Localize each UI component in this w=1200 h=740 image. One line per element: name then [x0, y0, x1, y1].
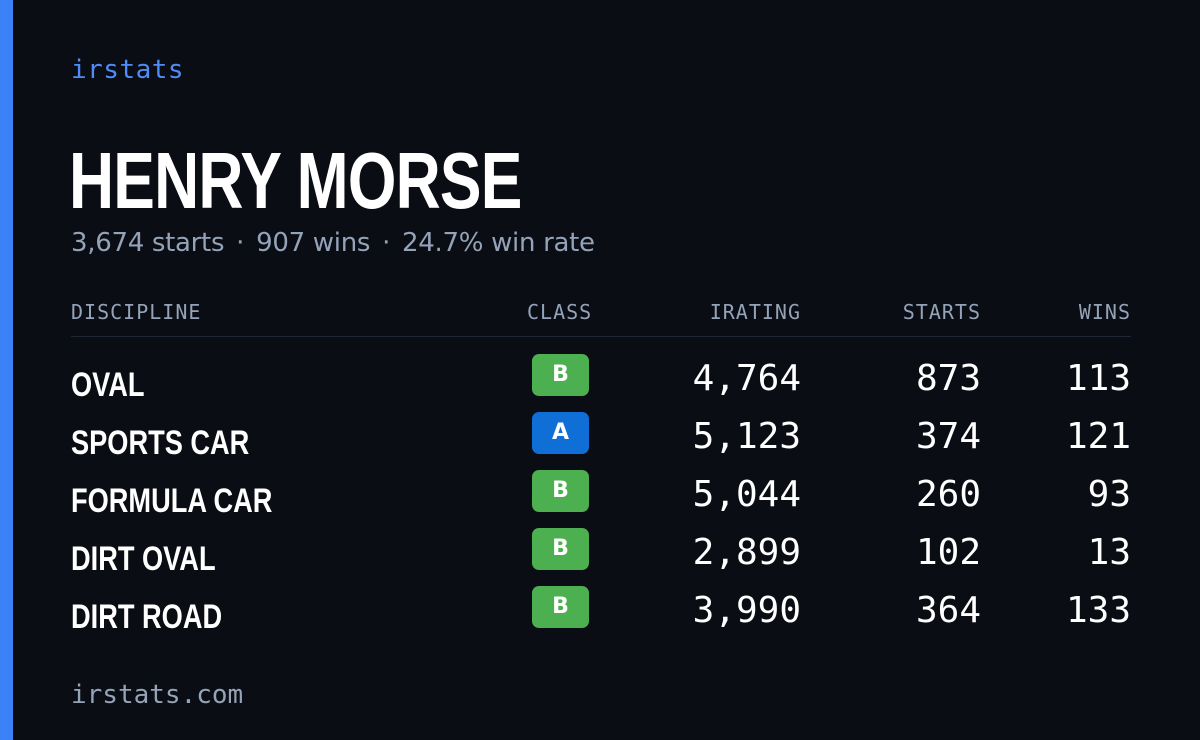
row-discipline: DIRT ROAD — [71, 598, 223, 636]
table-row: DIRT OVAL B 2,899 102 13 — [71, 524, 1131, 582]
header-irating: IRATING — [709, 300, 801, 324]
row-starts: 102 — [915, 532, 981, 573]
row-discipline: OVAL — [71, 366, 145, 404]
footer-url[interactable]: irstats.com — [71, 680, 244, 710]
summary-separator: · — [382, 228, 391, 258]
summary-starts: 3,674 starts — [71, 228, 225, 258]
driver-name: HENRY MORSE — [69, 136, 522, 225]
row-irating: 5,123 — [692, 416, 801, 457]
class-badge: A — [532, 412, 589, 454]
row-starts: 364 — [915, 590, 981, 631]
brand-logo-text[interactable]: irstats — [71, 55, 185, 85]
table-row: SPORTS CAR A 5,123 374 121 — [71, 408, 1131, 466]
header-starts: STARTS — [902, 300, 981, 324]
row-starts: 374 — [915, 416, 981, 457]
row-irating: 4,764 — [692, 358, 801, 399]
row-discipline: DIRT OVAL — [71, 540, 216, 578]
driver-summary: 3,674 starts · 907 wins · 24.7% win rate — [71, 228, 595, 258]
header-class: CLASS — [527, 300, 593, 324]
stats-table-body: OVAL B 4,764 873 113 SPORTS CAR A 5,123 … — [71, 350, 1131, 640]
row-starts: 260 — [915, 474, 981, 515]
stats-table-header: DISCIPLINE CLASS IRATING STARTS WINS — [71, 300, 1131, 337]
table-row: OVAL B 4,764 873 113 — [71, 350, 1131, 408]
row-starts: 873 — [915, 358, 981, 399]
row-wins: 113 — [1065, 358, 1131, 399]
class-badge: B — [532, 470, 589, 512]
class-badge: B — [532, 528, 589, 570]
row-discipline: SPORTS CAR — [71, 424, 250, 462]
table-row: DIRT ROAD B 3,990 364 133 — [71, 582, 1131, 640]
row-discipline: FORMULA CAR — [71, 482, 273, 520]
row-wins: 121 — [1065, 416, 1131, 457]
table-row: FORMULA CAR B 5,044 260 93 — [71, 466, 1131, 524]
summary-separator: · — [236, 228, 245, 258]
row-wins: 93 — [1087, 474, 1131, 515]
class-badge: B — [532, 586, 589, 628]
row-wins: 133 — [1065, 590, 1131, 631]
row-wins: 13 — [1087, 532, 1131, 573]
class-badge: B — [532, 354, 589, 396]
row-irating: 3,990 — [692, 590, 801, 631]
summary-wins: 907 wins — [256, 228, 371, 258]
accent-bar — [0, 0, 13, 740]
summary-win-rate: 24.7% win rate — [402, 228, 595, 258]
row-irating: 5,044 — [692, 474, 801, 515]
header-discipline: DISCIPLINE — [71, 300, 202, 324]
row-irating: 2,899 — [692, 532, 801, 573]
header-wins: WINS — [1078, 300, 1131, 324]
